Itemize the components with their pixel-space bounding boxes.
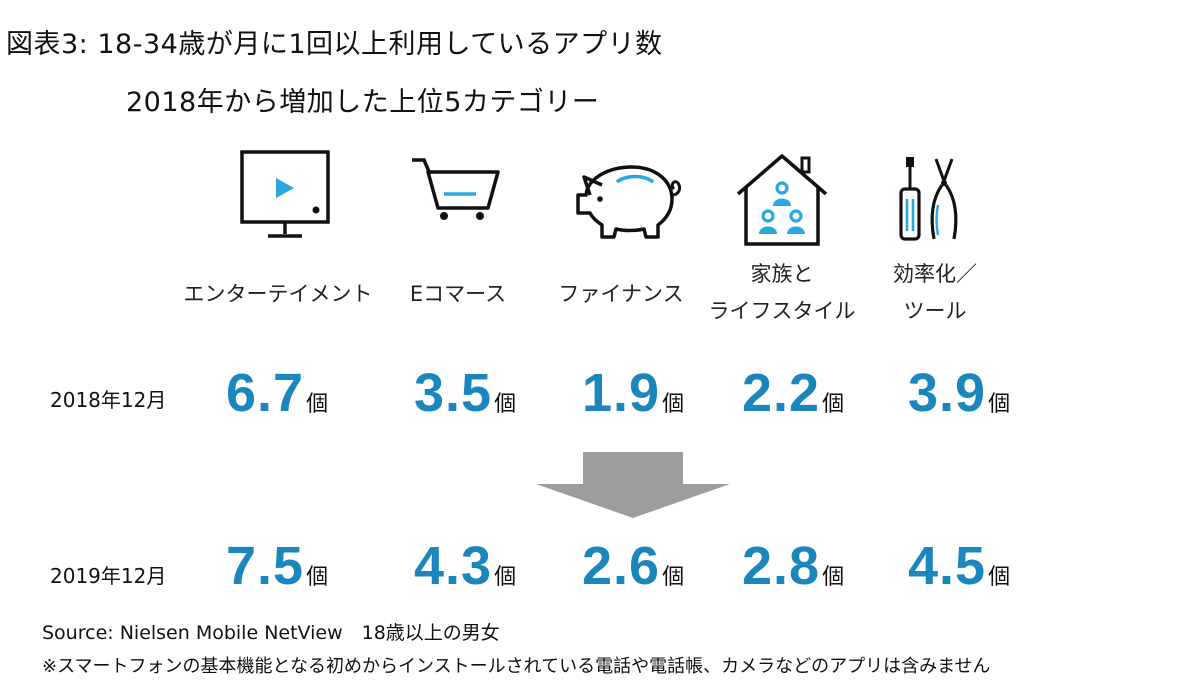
footnote-text: ※スマートフォンの基本機能となる初めからインストールされている電話や電話帳、カメ…	[42, 656, 991, 677]
value-2018-ecommerce: 3.5個	[414, 363, 517, 423]
value-2018-family-lifestyle: 2.2個	[742, 363, 845, 423]
category-label-finance: ファイナンス	[558, 282, 684, 306]
row-label-2019: 2019年12月	[50, 564, 167, 588]
category-label-productivity-tools: 効率化／ ツール	[893, 262, 977, 323]
tools-icon	[899, 157, 958, 241]
shopping-cart-icon	[412, 158, 500, 220]
category-label-ecommerce: Eコマース	[409, 282, 507, 306]
value-2018-entertainment: 6.7個	[226, 363, 329, 423]
tv-play-icon	[240, 150, 330, 238]
down-arrow-icon	[536, 452, 730, 518]
value-2019-family-lifestyle: 2.8個	[742, 536, 845, 596]
category-label-entertainment: エンターテイメント	[183, 282, 373, 306]
value-2019-entertainment: 7.5個	[226, 536, 329, 596]
chart-subtitle: 2018年から増加した上位5カテゴリー	[126, 87, 600, 118]
value-2019-productivity-tools: 4.5個	[908, 536, 1011, 596]
source-text: Source: Nielsen Mobile NetView 18歳以上の男女	[42, 622, 500, 644]
value-2019-finance: 2.6個	[582, 536, 685, 596]
value-2018-finance: 1.9個	[582, 363, 685, 423]
family-home-icon	[736, 154, 828, 246]
piggy-bank-icon	[576, 165, 682, 239]
value-2018-productivity-tools: 3.9個	[908, 363, 1011, 423]
chart-title: 図表3: 18-34歳が月に1回以上利用しているアプリ数	[6, 29, 663, 60]
value-2019-ecommerce: 4.3個	[414, 536, 517, 596]
category-label-family-lifestyle: 家族と ライフスタイル	[708, 262, 856, 323]
row-label-2018: 2018年12月	[50, 388, 167, 412]
down-arrow-shape	[536, 452, 730, 518]
